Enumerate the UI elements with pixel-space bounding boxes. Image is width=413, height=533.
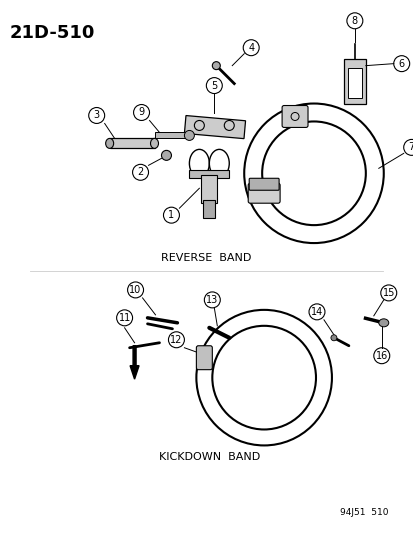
FancyArrowPatch shape <box>191 115 236 137</box>
Text: 9: 9 <box>138 108 144 117</box>
Text: 12: 12 <box>170 335 182 345</box>
Text: 6: 6 <box>398 59 404 69</box>
Text: 94J51  510: 94J51 510 <box>339 508 388 517</box>
Text: 10: 10 <box>129 285 141 295</box>
Ellipse shape <box>212 62 220 70</box>
Text: 8: 8 <box>351 16 357 26</box>
Circle shape <box>330 335 336 341</box>
Text: REVERSE  BAND: REVERSE BAND <box>161 253 251 263</box>
Text: 2: 2 <box>137 167 143 177</box>
Ellipse shape <box>150 139 158 148</box>
Bar <box>184 116 245 139</box>
Text: 21D-510: 21D-510 <box>10 24 95 42</box>
Text: 11: 11 <box>118 313 131 323</box>
Bar <box>203 200 215 218</box>
Text: 15: 15 <box>382 288 394 298</box>
FancyBboxPatch shape <box>281 106 307 127</box>
Bar <box>347 68 361 98</box>
Text: 4: 4 <box>247 43 254 53</box>
Text: 16: 16 <box>375 351 387 361</box>
Bar <box>109 139 154 148</box>
Bar <box>154 132 189 139</box>
Text: 1: 1 <box>168 210 174 220</box>
Bar <box>189 171 229 178</box>
FancyBboxPatch shape <box>249 178 278 190</box>
Text: KICKDOWN  BAND: KICKDOWN BAND <box>158 453 259 463</box>
Ellipse shape <box>105 139 113 148</box>
Circle shape <box>184 131 194 140</box>
FancyArrow shape <box>130 346 139 379</box>
FancyBboxPatch shape <box>196 346 212 370</box>
FancyBboxPatch shape <box>248 183 280 203</box>
Text: 5: 5 <box>211 80 217 91</box>
Text: 13: 13 <box>206 295 218 305</box>
Text: 7: 7 <box>408 142 413 152</box>
Bar <box>201 175 217 203</box>
Text: 3: 3 <box>93 110 100 120</box>
Ellipse shape <box>378 319 388 327</box>
Circle shape <box>161 150 171 160</box>
Text: 14: 14 <box>310 307 322 317</box>
Bar <box>343 59 365 103</box>
